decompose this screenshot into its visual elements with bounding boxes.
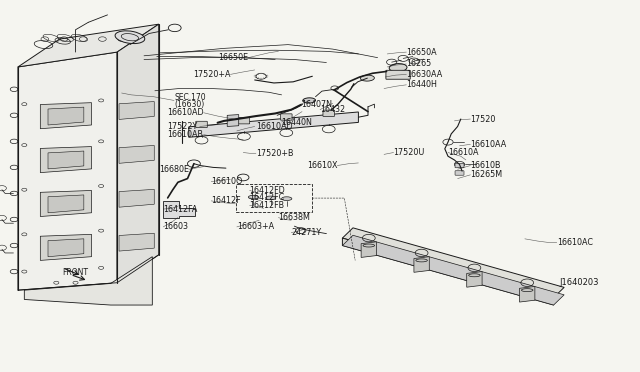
Text: 16680E: 16680E bbox=[159, 165, 189, 174]
Text: 16412FD: 16412FD bbox=[250, 186, 285, 195]
Text: 17520: 17520 bbox=[470, 115, 496, 124]
Text: 16638M: 16638M bbox=[278, 213, 310, 222]
Text: 17522Y: 17522Y bbox=[167, 122, 197, 131]
Text: 17520+A: 17520+A bbox=[193, 70, 230, 79]
Text: 16265: 16265 bbox=[406, 60, 431, 68]
FancyBboxPatch shape bbox=[455, 171, 464, 175]
Polygon shape bbox=[467, 272, 482, 287]
Polygon shape bbox=[119, 233, 154, 251]
FancyBboxPatch shape bbox=[196, 121, 207, 128]
Ellipse shape bbox=[389, 64, 407, 72]
Polygon shape bbox=[48, 239, 84, 257]
Text: 16610AD: 16610AD bbox=[256, 122, 292, 131]
FancyBboxPatch shape bbox=[238, 118, 250, 124]
Text: SEC.170: SEC.170 bbox=[174, 93, 205, 102]
Polygon shape bbox=[48, 151, 84, 169]
Text: 16610Q: 16610Q bbox=[211, 177, 243, 186]
Text: 16412F: 16412F bbox=[211, 196, 241, 205]
Polygon shape bbox=[163, 201, 195, 218]
Text: 16432: 16432 bbox=[320, 105, 345, 114]
Polygon shape bbox=[117, 24, 159, 283]
Text: 16610B: 16610B bbox=[470, 161, 501, 170]
Ellipse shape bbox=[115, 31, 145, 44]
Text: 16610AC: 16610AC bbox=[557, 238, 593, 247]
Polygon shape bbox=[40, 234, 92, 260]
Text: 16603: 16603 bbox=[163, 222, 188, 231]
Polygon shape bbox=[414, 257, 429, 272]
Text: 16265M: 16265M bbox=[470, 170, 502, 179]
Text: 16610AB: 16610AB bbox=[168, 130, 204, 139]
Polygon shape bbox=[40, 147, 92, 173]
Ellipse shape bbox=[248, 195, 259, 199]
Text: FRONT: FRONT bbox=[63, 268, 89, 277]
Text: 16650E: 16650E bbox=[218, 53, 248, 62]
Text: 16603+A: 16603+A bbox=[237, 222, 274, 231]
Polygon shape bbox=[119, 102, 154, 119]
Text: 16610AD: 16610AD bbox=[167, 108, 204, 117]
Text: 16440H: 16440H bbox=[406, 80, 437, 89]
Text: 16412FC: 16412FC bbox=[250, 193, 285, 202]
Bar bbox=[236, 184, 312, 212]
Text: 16630AA: 16630AA bbox=[406, 70, 443, 79]
Polygon shape bbox=[48, 107, 84, 125]
Polygon shape bbox=[520, 286, 535, 302]
Text: 16610X: 16610X bbox=[307, 161, 337, 170]
Polygon shape bbox=[18, 52, 117, 290]
Polygon shape bbox=[189, 112, 358, 137]
Polygon shape bbox=[18, 24, 159, 67]
Text: 16412FA: 16412FA bbox=[163, 205, 198, 214]
Polygon shape bbox=[342, 238, 554, 305]
FancyBboxPatch shape bbox=[280, 114, 292, 120]
Polygon shape bbox=[119, 189, 154, 207]
Text: 16412FB: 16412FB bbox=[250, 201, 285, 210]
Polygon shape bbox=[342, 228, 564, 298]
Text: 17520U: 17520U bbox=[394, 148, 425, 157]
FancyBboxPatch shape bbox=[323, 110, 335, 116]
Text: 16610AA: 16610AA bbox=[470, 140, 507, 149]
Ellipse shape bbox=[266, 196, 276, 200]
Polygon shape bbox=[361, 242, 376, 257]
FancyBboxPatch shape bbox=[386, 70, 410, 79]
Text: 17520+B: 17520+B bbox=[256, 149, 294, 158]
Polygon shape bbox=[342, 235, 564, 305]
FancyBboxPatch shape bbox=[455, 163, 464, 168]
Text: 16610A: 16610A bbox=[448, 148, 479, 157]
Ellipse shape bbox=[303, 98, 316, 103]
Polygon shape bbox=[40, 190, 92, 217]
Text: 16440N: 16440N bbox=[282, 118, 312, 126]
Text: (16630): (16630) bbox=[174, 100, 204, 109]
Text: J1640203: J1640203 bbox=[559, 278, 598, 287]
Polygon shape bbox=[48, 195, 84, 213]
Text: 16407N: 16407N bbox=[301, 100, 332, 109]
Ellipse shape bbox=[282, 197, 292, 201]
Polygon shape bbox=[40, 103, 92, 129]
Text: 24271Y: 24271Y bbox=[291, 228, 321, 237]
Ellipse shape bbox=[360, 75, 374, 81]
Polygon shape bbox=[24, 257, 152, 305]
Polygon shape bbox=[119, 145, 154, 163]
Polygon shape bbox=[227, 115, 239, 126]
Text: 16650A: 16650A bbox=[406, 48, 437, 57]
